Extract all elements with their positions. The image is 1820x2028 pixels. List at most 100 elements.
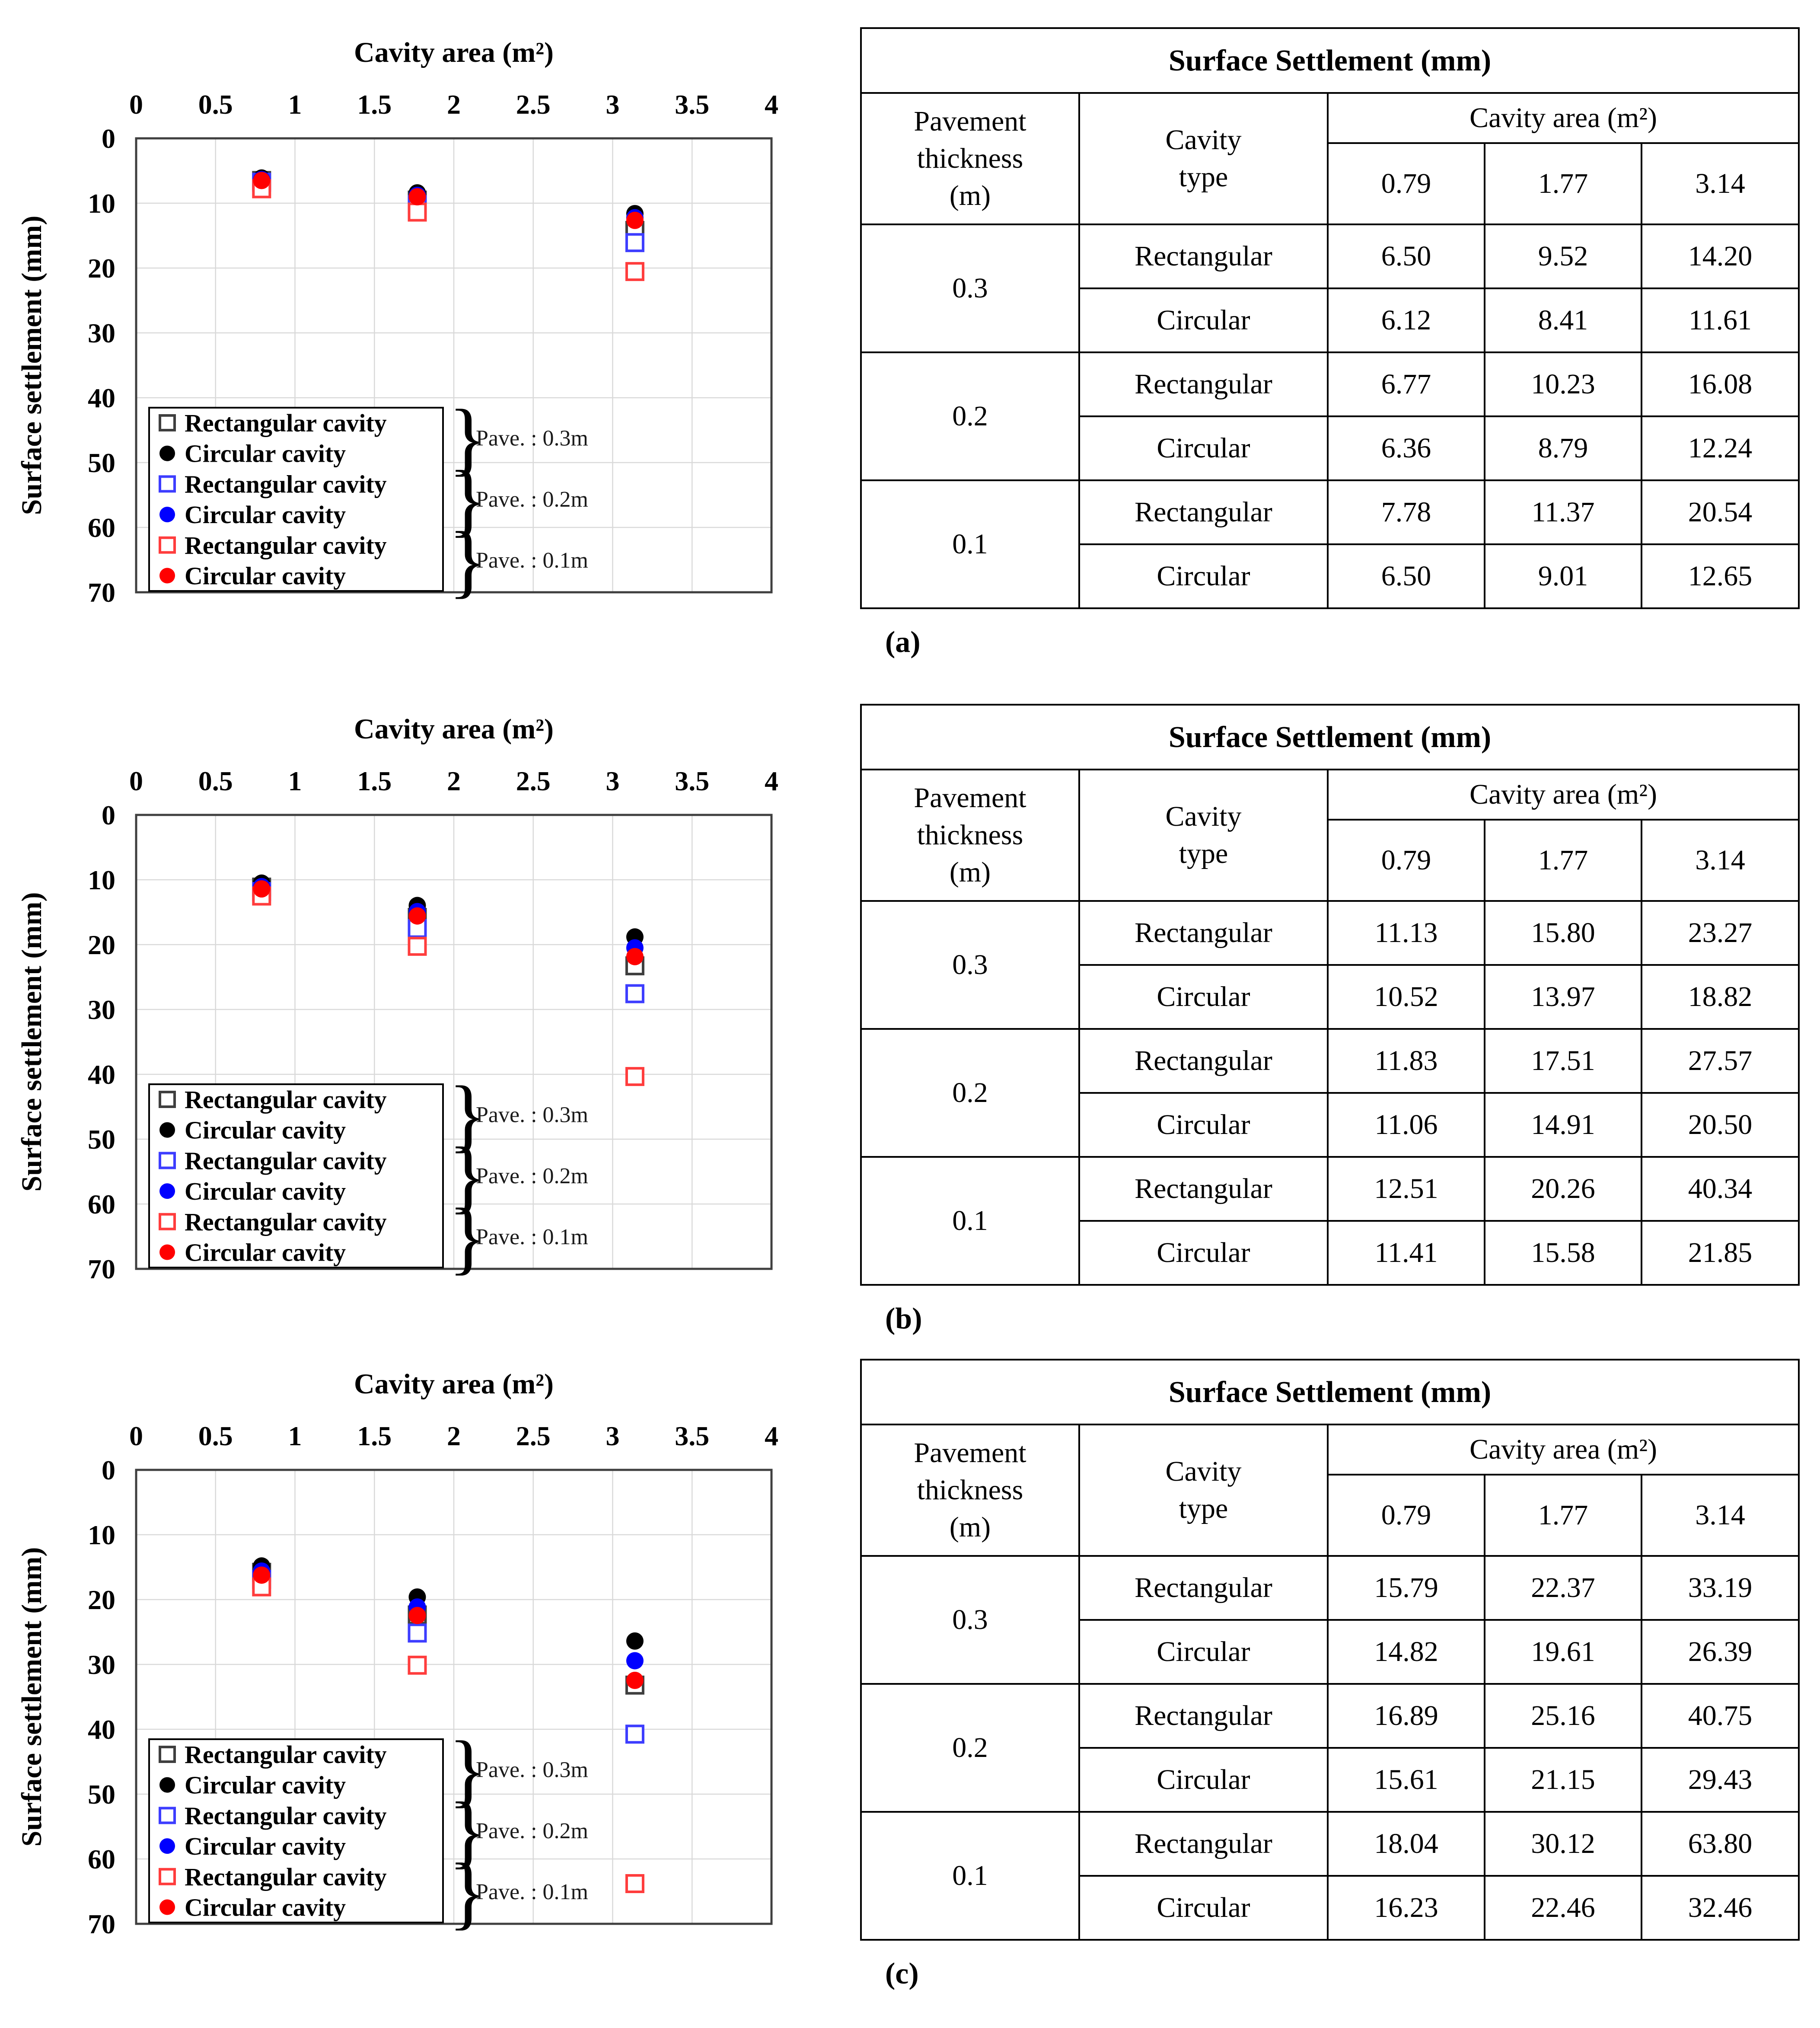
subfigure-label-b: (b) (885, 1302, 922, 1335)
cell-settlement-value: 11.06 (1327, 1092, 1485, 1158)
legend-entry-label: Rectangular cavity (185, 1147, 387, 1175)
legend-marker-circle (159, 1838, 175, 1854)
legend-entry-label: Circular cavity (185, 501, 346, 529)
table-row: Circular 15.61 21.15 29.43 (861, 1747, 1800, 1813)
table-header-row: Pavement thickness (m) Cavity type Cavity … (860, 1424, 1800, 1557)
header-area-value: 1.77 (1484, 142, 1642, 225)
y-tick-label: 70 (88, 1254, 115, 1284)
table-title-row: Surface Settlement (mm) (860, 704, 1800, 770)
plot-border (135, 1469, 773, 1925)
scatter-marker-circle (408, 188, 426, 206)
legend-box (148, 1083, 444, 1268)
cell-pavement-thickness: 0.2 (860, 1683, 1080, 1813)
cell-cavity-type: Rectangular (1078, 224, 1329, 289)
legend-marker-square (159, 1746, 176, 1763)
cell-cavity-type: Rectangular (1078, 1156, 1329, 1222)
cell-cavity-type: Circular (1078, 1875, 1329, 1941)
cell-pavement-thickness: 0.3 (860, 1555, 1080, 1685)
cell-pavement-thickness: 0.3 (860, 900, 1080, 1030)
cell-settlement-value: 16.89 (1327, 1683, 1485, 1749)
cell-settlement-value: 20.50 (1640, 1092, 1800, 1158)
surface-settlement-table: Surface Settlement (mm) Pavement thicknes… (860, 27, 1800, 609)
header-cavity-area: Cavity area (m²) (1326, 1424, 1800, 1475)
cell-settlement-value: 11.37 (1484, 479, 1642, 545)
table-title-row: Surface Settlement (mm) (860, 1359, 1800, 1425)
scatter-marker-square (625, 984, 644, 1003)
cell-settlement-value: 40.75 (1640, 1683, 1800, 1749)
cell-cavity-type: Circular (1078, 1220, 1329, 1286)
cell-cavity-type: Circular (1078, 415, 1329, 481)
table-row: Circular 11.41 15.58 21.85 (861, 1220, 1800, 1286)
cell-settlement-value: 33.19 (1640, 1555, 1800, 1621)
table-area-header-row: 0.79 1.77 3.14 (861, 142, 1800, 225)
y-tick-label: 50 (88, 1124, 115, 1155)
table-row: 0.2 Rectangular 16.89 25.16 40.75 (860, 1683, 1800, 1813)
x-axis-title: Cavity area (m²) (354, 713, 554, 745)
cell-settlement-value: 9.01 (1484, 543, 1642, 609)
legend-group-label: Pave. : 0.2m (476, 1164, 588, 1188)
cell-settlement-value: 15.79 (1327, 1555, 1485, 1621)
header-area-value: 0.79 (1327, 819, 1485, 902)
cell-settlement-value: 14.82 (1327, 1619, 1485, 1685)
table-row: Circular 16.23 22.46 32.46 (861, 1875, 1800, 1941)
cell-settlement-value: 6.50 (1327, 224, 1485, 289)
legend-group-label: Pave. : 0.1m (476, 548, 588, 573)
cell-settlement-value: 10.23 (1484, 351, 1642, 417)
cell-settlement-value: 17.51 (1484, 1028, 1642, 1094)
cell-cavity-type: Circular (1078, 964, 1329, 1030)
header-area-value: 3.14 (1640, 1474, 1800, 1557)
scatter-marker-circle (626, 1671, 644, 1689)
cell-cavity-type: Circular (1078, 1092, 1329, 1158)
y-tick-label: 40 (88, 1714, 115, 1745)
plot-border (135, 814, 773, 1270)
y-tick-label: 10 (88, 1520, 115, 1550)
legend-brace: } (448, 393, 488, 484)
cell-cavity-type: Circular (1078, 1619, 1329, 1685)
scatter-marker-square (625, 262, 644, 281)
scatter-chart-b: Cavity area (m²)0 0.5 1 1.5 2 2.5 3 3.5 40102030… (16, 713, 778, 1284)
y-tick-label: 40 (88, 383, 115, 413)
scatter-marker-square (408, 202, 427, 222)
legend-brace: } (448, 1725, 488, 1815)
x-tick-label: 0 (129, 1421, 143, 1451)
y-tick-label: 10 (88, 865, 115, 895)
legend-brace: } (448, 1786, 488, 1877)
legend-entry-label: Circular cavity (185, 1771, 346, 1799)
y-tick-label: 60 (88, 512, 115, 543)
cell-settlement-value: 8.79 (1484, 415, 1642, 481)
cell-settlement-value: 20.54 (1640, 479, 1800, 545)
legend-entry-label: Circular cavity (185, 1832, 346, 1860)
table-row: 0.3 Rectangular 15.79 22.37 33.19 (860, 1555, 1800, 1685)
y-tick-label: 0 (102, 123, 115, 154)
cell-cavity-type: Circular (1078, 287, 1329, 353)
x-tick-label: 3 (606, 1421, 620, 1451)
legend-entry-label: Circular cavity (185, 1894, 346, 1922)
cell-settlement-value: 21.85 (1640, 1220, 1800, 1286)
cell-settlement-value: 21.15 (1484, 1747, 1642, 1813)
cell-pavement-thickness: 0.2 (860, 351, 1080, 481)
scatter-marker-circle (253, 880, 271, 898)
x-tick-label: 1 (288, 766, 302, 796)
x-tick-label: 4 (765, 766, 778, 796)
table-row: Circular 6.50 9.01 12.65 (861, 543, 1800, 609)
header-cavity-type: Cavity type (1078, 769, 1329, 902)
legend-brace: } (448, 515, 488, 606)
y-tick-label: 20 (88, 253, 115, 284)
header-cavity-type: Cavity type (1078, 1424, 1329, 1557)
y-tick-label: 50 (88, 447, 115, 478)
subfigure-b: Cavity area (m²) 0 0.5 1 1.5 2 2.5 3 3.5 4 0 10 20 30… (0, 700, 1820, 1336)
cell-settlement-value: 14.91 (1484, 1092, 1642, 1158)
legend-brace: } (448, 1131, 488, 1222)
cell-pavement-thickness: 0.3 (860, 224, 1080, 353)
cell-settlement-value: 18.04 (1327, 1811, 1485, 1877)
x-tick-label: 2.5 (516, 1421, 551, 1451)
subfigure-a: Cavity area (m²) 0 0.5 1 1.5 2 2.5 3 3.5 4 0 10 20 30… (0, 24, 1820, 659)
legend-marker-circle (159, 445, 175, 461)
legend-marker-circle (159, 1122, 175, 1138)
cell-settlement-value: 15.58 (1484, 1220, 1642, 1286)
table-header-row: Pavement thickness (m) Cavity type Cavity … (860, 92, 1800, 225)
legend-entry-label: Circular cavity (185, 1116, 346, 1144)
scatter-marker-square (625, 1725, 644, 1744)
x-tick-label: 2 (447, 1421, 461, 1451)
